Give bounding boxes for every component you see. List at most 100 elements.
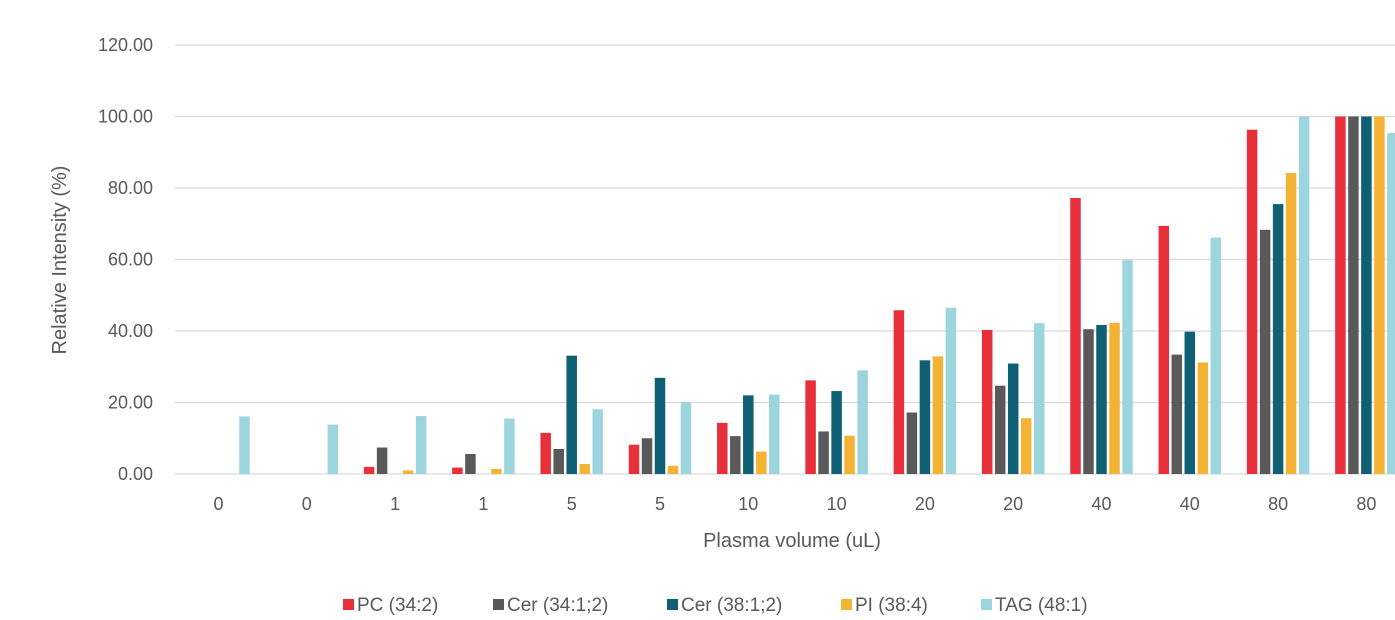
y-tick-label: 80.00 — [108, 178, 153, 198]
x-tick-label: 1 — [390, 494, 400, 514]
bar-series — [239, 116, 1395, 475]
bar — [1246, 129, 1258, 475]
x-tick-label: 1 — [478, 494, 488, 514]
legend-label: Cer (34:1;2) — [507, 595, 608, 616]
y-tick-label: 120.00 — [98, 35, 153, 55]
bar — [1298, 116, 1310, 474]
bar — [1272, 204, 1284, 474]
x-tick-label: 0 — [302, 494, 312, 514]
legend-item: PC (34:2) — [343, 595, 438, 616]
bar — [1184, 331, 1196, 474]
bar — [769, 394, 780, 474]
bar — [540, 432, 551, 474]
y-tick-label: 60.00 — [108, 250, 153, 270]
y-tick-label: 100.00 — [98, 107, 153, 127]
bar — [641, 438, 653, 474]
bar — [730, 436, 741, 474]
bar — [1374, 116, 1385, 474]
x-tick-label: 20 — [1003, 494, 1023, 514]
bar — [402, 470, 414, 474]
x-tick-label: 40 — [1091, 494, 1111, 514]
bar — [893, 310, 905, 474]
legend-item: TAG (48:1) — [981, 595, 1088, 616]
bar — [906, 412, 918, 474]
bar — [239, 416, 250, 474]
bar — [981, 329, 993, 474]
bar — [415, 416, 427, 474]
bar — [1158, 225, 1170, 474]
bar — [1033, 323, 1045, 474]
y-tick-label: 20.00 — [108, 393, 153, 413]
bar — [1387, 132, 1395, 474]
gridlines — [175, 44, 1395, 475]
bar — [919, 360, 931, 474]
bar — [1361, 116, 1372, 474]
legend-label: PI (38:4) — [855, 595, 928, 616]
x-tick-label: 10 — [827, 494, 847, 514]
legend-swatch — [981, 599, 992, 610]
bar — [628, 444, 640, 474]
y-axis-tick-labels: 0.00 20.00 40.00 60.00 80.00 100.00 120.00 — [98, 35, 153, 484]
bar — [1020, 418, 1032, 474]
bar — [1197, 362, 1209, 474]
bar — [831, 391, 842, 474]
x-tick-label: 80 — [1268, 494, 1288, 514]
legend-swatch — [343, 599, 354, 610]
bar — [1109, 322, 1120, 474]
legend-swatch — [667, 599, 678, 610]
x-tick-label: 0 — [213, 494, 223, 514]
x-tick-label: 5 — [567, 494, 577, 514]
legend-swatch — [841, 599, 852, 610]
legend-item: PI (38:4) — [841, 595, 928, 616]
bar — [592, 409, 603, 474]
bar — [805, 380, 816, 474]
bar — [932, 356, 944, 474]
bar — [818, 431, 829, 474]
bar — [1171, 354, 1183, 474]
y-tick-label: 0.00 — [118, 464, 153, 484]
x-tick-label: 5 — [655, 494, 665, 514]
bar — [1122, 260, 1133, 474]
bar — [363, 466, 375, 474]
bar — [1083, 329, 1094, 474]
bar — [553, 448, 564, 474]
bar — [667, 465, 679, 474]
bar — [327, 424, 339, 474]
bar — [1096, 324, 1107, 474]
bar — [1007, 363, 1019, 474]
legend-item: Cer (38:1;2) — [667, 595, 782, 616]
bar — [1335, 116, 1346, 474]
bar — [1070, 198, 1081, 474]
bar — [579, 463, 590, 474]
x-axis-title: Plasma volume (uL) — [703, 530, 881, 552]
bar — [756, 451, 767, 474]
y-axis-title: Relative Intensity (%) — [49, 166, 71, 355]
bar — [717, 422, 728, 474]
legend-item: Cer (34:1;2) — [493, 595, 608, 616]
bar — [465, 453, 476, 474]
bar — [1285, 172, 1297, 475]
x-tick-label: 20 — [915, 494, 935, 514]
bar — [1348, 116, 1359, 474]
x-tick-label: 80 — [1356, 494, 1376, 514]
x-axis-tick-labels: 0 0 1 1 5 5 10 10 20 20 40 40 80 80 — [213, 494, 1376, 514]
bar — [945, 307, 957, 474]
bar — [376, 447, 388, 474]
bar — [680, 402, 692, 474]
bar — [1210, 237, 1222, 474]
bar — [452, 467, 463, 474]
bar — [504, 418, 515, 474]
bar — [994, 385, 1006, 474]
bar — [844, 435, 855, 474]
legend-swatch — [493, 599, 504, 610]
x-tick-label: 10 — [738, 494, 758, 514]
legend: PC (34:2) Cer (34:1;2) Cer (38:1;2) PI (38:… — [343, 595, 1088, 616]
legend-label: Cer (38:1;2) — [681, 595, 782, 616]
bar — [857, 370, 868, 474]
bar — [1259, 229, 1271, 474]
bar — [654, 377, 666, 474]
y-tick-label: 40.00 — [108, 321, 153, 341]
bar — [743, 395, 754, 474]
x-tick-label: 40 — [1180, 494, 1200, 514]
